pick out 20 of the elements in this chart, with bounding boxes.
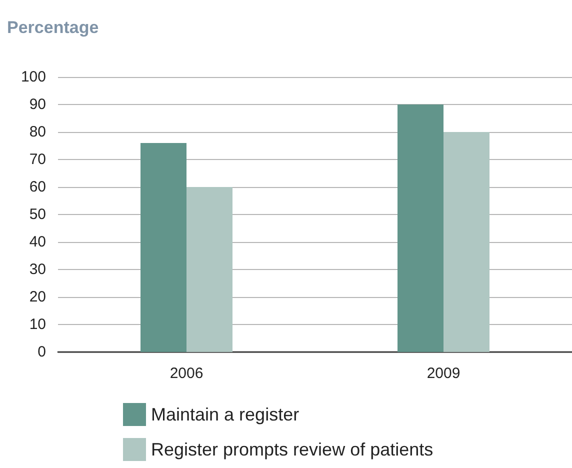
y-tick-label: 20 xyxy=(29,288,46,306)
y-tick-label: 50 xyxy=(29,206,46,223)
x-tick-label: 2009 xyxy=(426,365,460,382)
y-tick-label: 100 xyxy=(20,68,46,86)
bar xyxy=(140,143,186,352)
legend-label: Maintain a register xyxy=(151,404,300,424)
legend-label: Register prompts review of patients xyxy=(151,440,434,460)
y-tick-label: 90 xyxy=(29,96,46,113)
x-tick-label: 2006 xyxy=(170,365,204,382)
bar xyxy=(398,104,444,352)
chart-title: Percentage xyxy=(7,18,99,37)
bar xyxy=(444,132,490,352)
y-tick-label: 30 xyxy=(29,261,46,278)
y-tick-label: 80 xyxy=(29,124,46,140)
bar xyxy=(186,187,232,352)
y-tick-label: 10 xyxy=(29,316,46,333)
y-tick-label: 70 xyxy=(29,151,46,168)
y-tick-label: 40 xyxy=(29,234,46,250)
y-tick-label: 0 xyxy=(38,344,46,360)
y-tick-label: 60 xyxy=(29,178,46,196)
